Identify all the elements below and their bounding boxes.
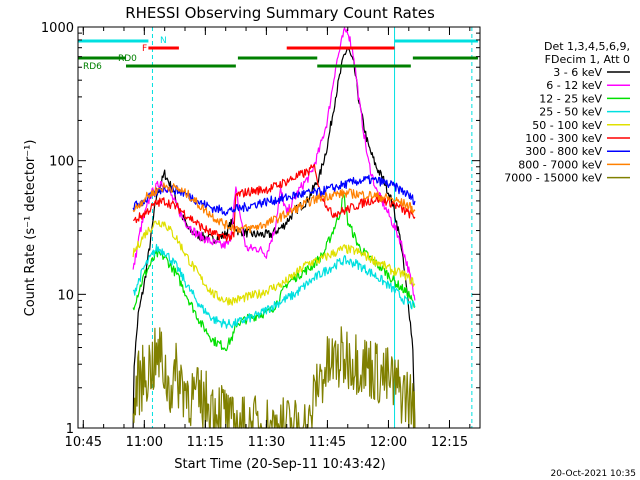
footer-timestamp: 20-Oct-2021 10:35 bbox=[551, 469, 636, 479]
legend-label-50-100-kev: 50 - 100 keV bbox=[532, 119, 602, 132]
state-label-n: N bbox=[160, 36, 167, 46]
legend-label-12-25-kev: 12 - 25 keV bbox=[539, 92, 602, 105]
legend-label-25-50-kev: 25 - 50 keV bbox=[539, 106, 602, 119]
legend-label-3-6-kev: 3 - 6 keV bbox=[553, 66, 602, 79]
y-tick-label: 1 bbox=[66, 422, 74, 437]
y-axis-label: Count Rate (s⁻¹ detector⁻¹) bbox=[23, 140, 38, 317]
x-tick-label: 11:00 bbox=[126, 435, 163, 450]
state-label-f: F bbox=[142, 44, 147, 54]
legend: Det 1,3,4,5,6,9,FDecim 1, Att 03 - 6 keV… bbox=[504, 40, 630, 185]
x-tick-label: 11:30 bbox=[248, 435, 285, 450]
y-tick-label: 10 bbox=[57, 288, 74, 303]
series-line-25-50-kev bbox=[132, 243, 416, 329]
plot-area: N F RD0 RD6 bbox=[78, 27, 478, 429]
y-tick-label: 1000 bbox=[41, 21, 74, 36]
x-axis-label: Start Time (20-Sep-11 10:43:42) bbox=[174, 457, 385, 472]
x-tick-label: 12:00 bbox=[370, 435, 407, 450]
plot-frame bbox=[77, 26, 481, 429]
legend-label-6-12-kev: 6 - 12 keV bbox=[546, 79, 602, 92]
state-label-rd6: RD6 bbox=[83, 62, 102, 72]
legend-label-7000-15000-kev: 7000 - 15000 keV bbox=[504, 172, 602, 185]
x-axis: 10:45 11:00 11:15 11:30 11:45 12:00 12:15 bbox=[65, 27, 471, 450]
x-tick-label: 10:45 bbox=[65, 435, 102, 450]
x-tick-label: 12:15 bbox=[431, 435, 468, 450]
state-label-rd0: RD0 bbox=[118, 54, 137, 64]
x-tick-label: 11:45 bbox=[309, 435, 346, 450]
chart-title: RHESSI Observing Summary Count Rates bbox=[125, 4, 435, 22]
y-axis: 1 10 100 1000 bbox=[41, 21, 480, 437]
legend-label-800-7000-kev: 800 - 7000 keV bbox=[518, 158, 602, 171]
legend-label-100-300-kev: 100 - 300 keV bbox=[525, 132, 602, 145]
legend-header-line-2: FDecim 1, Att 0 bbox=[545, 53, 630, 66]
series-line-50-100-kev bbox=[132, 220, 416, 306]
x-tick-label: 11:15 bbox=[187, 435, 224, 450]
legend-header-line-1: Det 1,3,4,5,6,9, bbox=[544, 40, 630, 53]
legend-label-300-800-kev: 300 - 800 keV bbox=[525, 145, 602, 158]
series-line-7000-15000-kev bbox=[132, 326, 416, 429]
series-line-800-7000-kev bbox=[132, 182, 416, 234]
y-tick-label: 100 bbox=[49, 155, 74, 170]
series-line-6-12-kev bbox=[132, 27, 416, 301]
